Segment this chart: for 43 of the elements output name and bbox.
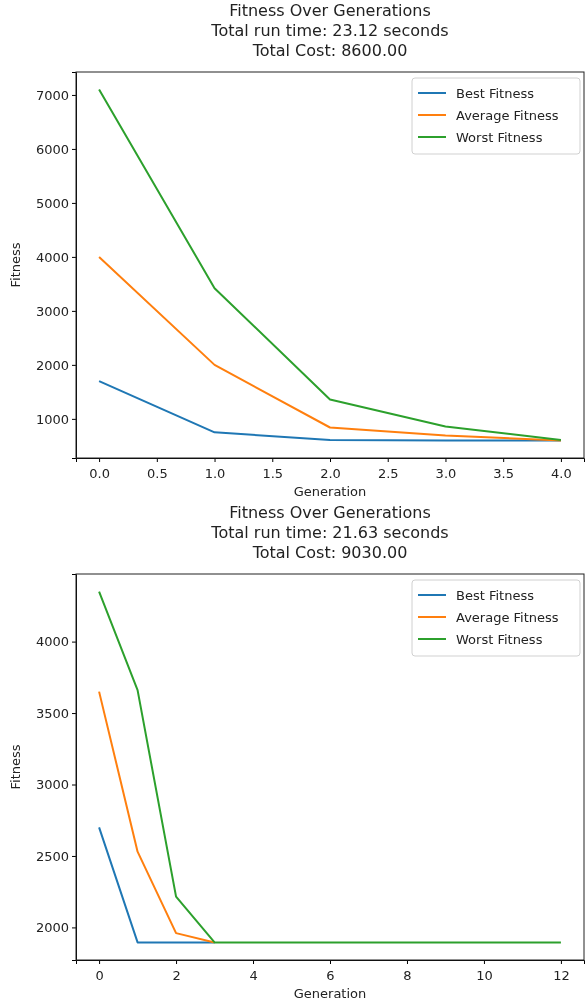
y-tick-label: 3500	[35, 705, 69, 721]
chart-title: Fitness Over Generations Total run time: 21.63 seconds Total Cost: 9030.00	[210, 503, 449, 562]
x-tick-label: 2.0	[320, 466, 341, 481]
y-tick-label: 7000	[35, 87, 69, 103]
x-tick-label: 6	[326, 968, 335, 983]
x-tick-label: 0.5	[146, 466, 168, 481]
x-axis-title: Generation	[293, 484, 367, 499]
legend-label: Worst Fitness	[456, 632, 543, 647]
y-tick-label: 3000	[35, 303, 69, 319]
y-tick-label: 3000	[35, 777, 69, 793]
chart-title: Fitness Over Generations Total run time: 23.12 seconds Total Cost: 8600.00	[210, 1, 449, 60]
legend-label: Worst Fitness	[456, 130, 543, 145]
x-tick-label: 3.0	[435, 466, 457, 481]
x-tick-label: 0.0	[89, 466, 110, 481]
x-tick-label: 0	[95, 968, 104, 983]
x-tick-label: 3.5	[493, 466, 515, 481]
x-tick-label: 1.5	[262, 466, 284, 481]
x-tick-label: 2	[172, 968, 181, 983]
legend-label: Best Fitness	[456, 86, 535, 101]
x-tick-label: 12	[553, 968, 570, 983]
y-tick-label: 2000	[35, 357, 69, 373]
x-tick-label: 1.0	[204, 466, 226, 481]
y-tick-label: 4000	[35, 249, 69, 265]
legend-label: Best Fitness	[456, 588, 535, 603]
y-tick-label: 1000	[35, 411, 69, 427]
y-axis-title: Fitness	[8, 744, 23, 790]
legend-label: Average Fitness	[456, 108, 559, 123]
x-tick-label: 2.5	[377, 466, 399, 481]
x-axis-title: Generation	[293, 986, 367, 1001]
x-tick-label: 4	[249, 968, 258, 983]
y-axis-title: Fitness	[8, 242, 23, 288]
y-tick-label: 2500	[35, 848, 69, 864]
y-tick-label: 4000	[35, 634, 69, 650]
legend-label: Average Fitness	[456, 610, 559, 625]
y-tick-label: 2000	[35, 920, 69, 936]
line-series	[98, 88, 562, 441]
line-series	[98, 590, 562, 944]
x-tick-label: 10	[476, 968, 493, 983]
y-tick-label: 5000	[35, 195, 69, 211]
y-tick-label: 6000	[35, 141, 69, 157]
x-tick-label: 8	[403, 968, 412, 983]
x-tick-label: 4.0	[551, 466, 572, 481]
line-series	[98, 690, 216, 944]
